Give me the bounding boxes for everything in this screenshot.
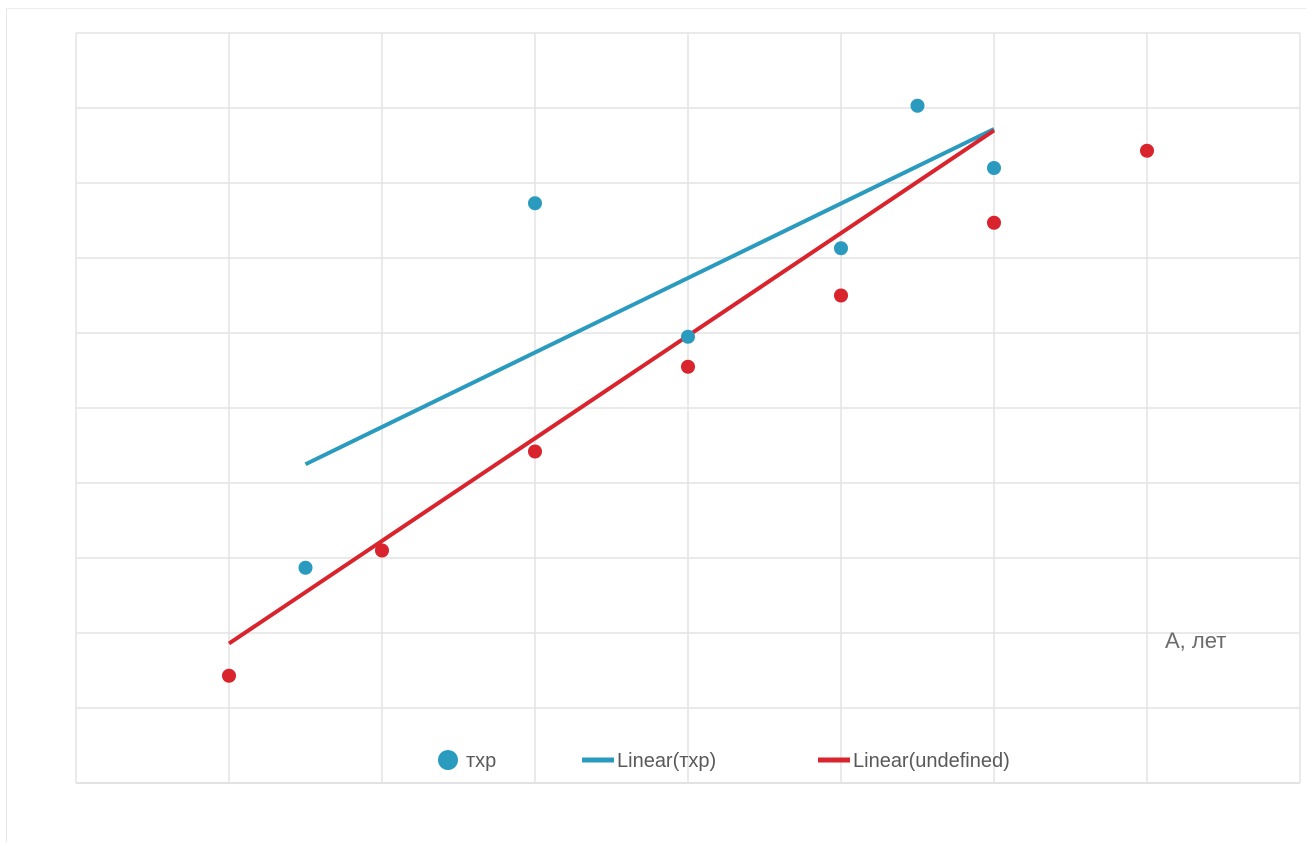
legend-marker-txr [438,750,458,770]
chart-grid [75,32,1301,784]
data-point-s2-4 [834,288,848,303]
data-point-s0-1 [528,196,542,211]
chart-plot-area [222,98,1154,683]
data-point-s0-2 [681,329,695,344]
data-point-s2-0 [222,668,236,683]
legend-label-linear-txr: Linear(тхр) [617,750,716,772]
data-point-s2-6 [1140,143,1154,158]
data-point-s2-2 [528,444,542,459]
data-point-s0-4 [910,98,925,113]
legend-label-txr: тхр [466,750,496,772]
data-point-s0-5 [987,161,1001,175]
data-point-s2-3 [681,359,695,374]
chart-legend: тхр Linear(тхр) Linear(undefined) [438,750,1010,772]
data-point-s0-0 [298,560,313,575]
trendline-1 [304,127,995,467]
legend-label-linear-undefined: Linear(undefined) [853,750,1010,772]
trendline-3 [227,128,996,646]
chart-frame [6,8,1306,842]
data-point-s2-5 [987,215,1001,230]
data-point-s0-3 [834,241,848,256]
data-point-s2-1 [375,543,389,558]
annotation-label: А, лет [1165,628,1226,653]
